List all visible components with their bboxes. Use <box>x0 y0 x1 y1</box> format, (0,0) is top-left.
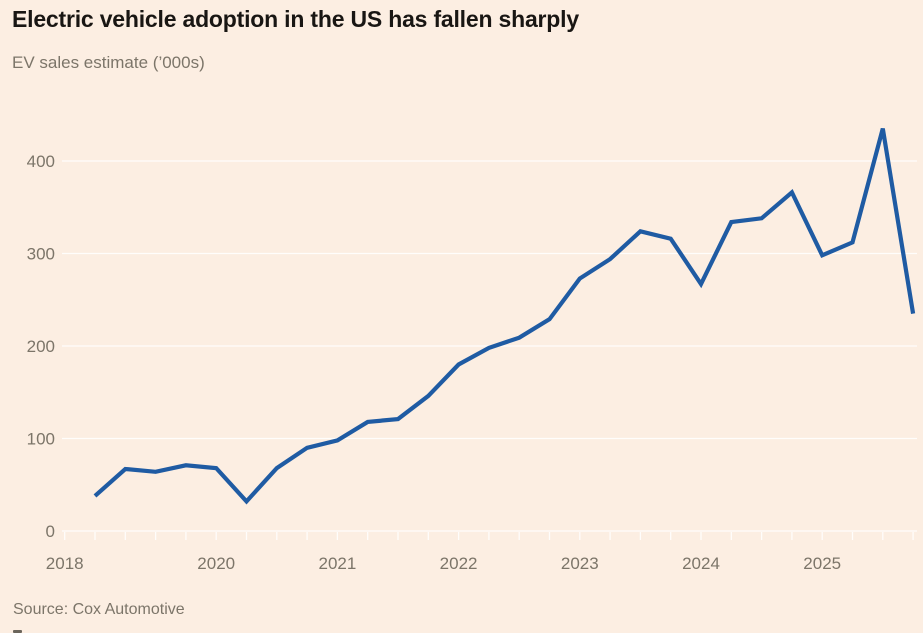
y-axis-label-100: 100 <box>27 430 55 449</box>
x-axis-label-2021: 2021 <box>318 554 356 573</box>
chart-subtitle: EV sales estimate (’000s) <box>12 53 205 72</box>
x-axis-label-2018: 2018 <box>46 554 84 573</box>
x-axis-label-2023: 2023 <box>561 554 599 573</box>
x-axis-label-2020: 2020 <box>197 554 235 573</box>
chart-source: Source: Cox Automotive <box>13 601 185 618</box>
cropped-text-fragment <box>13 630 22 633</box>
x-axis-label-2025: 2025 <box>803 554 841 573</box>
ev-sales-line <box>93 128 916 505</box>
chart-title: Electric vehicle adoption in the US has … <box>12 6 579 32</box>
y-axis-label-200: 200 <box>27 337 55 356</box>
y-axis-label-300: 300 <box>27 245 55 264</box>
x-axis-label-2024: 2024 <box>682 554 720 573</box>
y-axis-label-400: 400 <box>27 152 55 171</box>
y-axis-label-0: 0 <box>46 522 55 541</box>
x-axis-label-2022: 2022 <box>440 554 478 573</box>
